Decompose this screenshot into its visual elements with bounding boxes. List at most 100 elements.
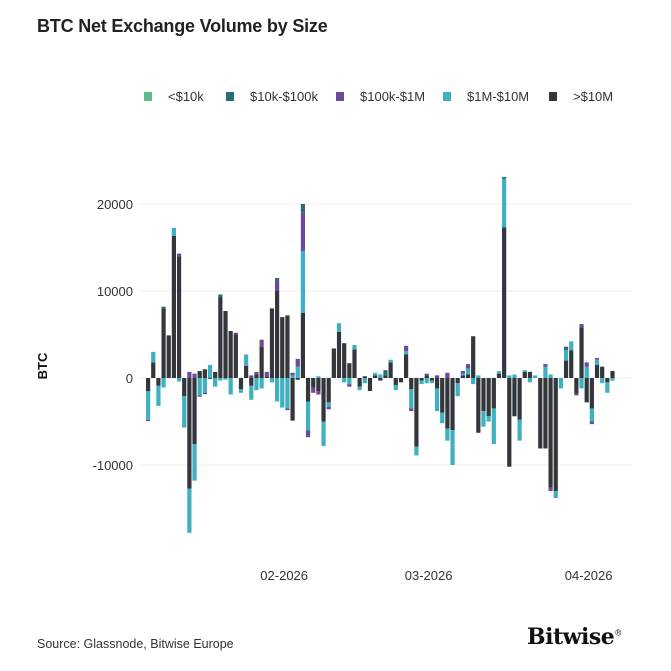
bar-segment-$100k-$1M	[409, 408, 414, 412]
bar-segment->$10M	[259, 346, 264, 378]
bar-segment->$10M	[218, 297, 223, 378]
legend-item-lt10k: <$10k	[144, 89, 204, 104]
bar-segment-$100k-$1M	[424, 373, 429, 376]
bar-segment-$1M-$10M	[548, 374, 553, 378]
bar-segment-$1M-$10M	[388, 359, 393, 363]
bar-segment->$10M	[182, 378, 187, 397]
legend-swatch	[226, 92, 234, 101]
bar-segment-$1M-$10M	[496, 371, 502, 374]
bar-segment-$1M-$10M	[238, 389, 244, 393]
bitwise-logo: Bitwise®	[527, 624, 622, 650]
bar-segment-$1M-$10M	[305, 401, 311, 431]
bar-segment->$10M	[305, 378, 311, 402]
bar-segment->$10M	[187, 378, 192, 489]
bar-segment->$10M	[574, 378, 579, 394]
bar-segment-$1M-$10M	[517, 419, 522, 441]
bar-segment-$1M-$10M	[465, 368, 471, 375]
bar-segment->$10M	[569, 350, 574, 378]
legend-item-1m-10m: $1M-$10M	[443, 89, 529, 104]
bar-segment->$10M	[404, 354, 409, 378]
bar-segment->$10M	[192, 378, 197, 445]
bar-segment->$10M	[295, 378, 300, 380]
bar-segment-$100k-$1M	[290, 372, 295, 376]
bar-segment->$10M	[512, 378, 517, 417]
y-tick-label: -10000	[93, 458, 133, 473]
bar-segment-$1M-$10M	[316, 376, 321, 378]
bar-segment-$100k-$1M	[543, 364, 548, 367]
bar-segment->$10M	[176, 256, 182, 378]
bar-segment->$10M	[507, 378, 512, 467]
bar-segment-$100k-$1M	[347, 384, 352, 387]
bar-segment-$1M-$10M	[156, 385, 161, 406]
bar-segment->$10M	[280, 317, 285, 378]
bar-segment-$1M-$10M	[300, 250, 305, 313]
legend-label: >$10M	[573, 89, 614, 104]
bar-segment-$100k-$1M	[305, 430, 311, 436]
y-axis-label: BTC	[35, 352, 50, 379]
bar-segment-$1M-$10M	[347, 378, 352, 385]
bar-segment->$10M	[481, 378, 486, 412]
bar-segment->$10M	[440, 378, 445, 413]
bar-segment-$100k-$1M	[589, 421, 594, 425]
bar-segment->$10M	[362, 376, 367, 378]
bar-segment-$100k-$1M	[233, 332, 238, 335]
bar-segment->$10M	[594, 364, 600, 378]
bar-segment->$10M	[207, 378, 213, 379]
bar-segment->$10M	[156, 378, 161, 386]
bar-segment-$1M-$10M	[445, 428, 450, 441]
bar-segment-$1M-$10M	[419, 380, 424, 385]
bar-segment-$100k-$1M	[295, 358, 300, 367]
bar-segment->$10M	[584, 378, 589, 403]
bar-segment-$1M-$10M	[393, 384, 398, 391]
bar-segment->$10M	[352, 349, 357, 378]
bar-segment-$100k-$1M	[445, 372, 450, 378]
bar-segment-$1M-$10M	[336, 323, 342, 332]
bar-segment-$10k-$100k	[563, 346, 569, 351]
legend-label: $100k-$1M	[360, 89, 426, 104]
bar-segment->$10M	[471, 336, 476, 378]
bar-segment->$10M	[326, 378, 331, 403]
bar-segment->$10M	[538, 378, 543, 449]
bar-segment-$100k-$1M	[176, 253, 182, 257]
bar-segment-$1M-$10M	[584, 366, 589, 378]
bar-segment->$10M	[331, 348, 336, 378]
chart-title: BTC Net Exchange Volume by Size	[37, 16, 328, 36]
bar-segment-$100k-$1M	[197, 395, 202, 397]
bar-segment-$100k-$1M	[249, 375, 254, 378]
bar-segment-$1M-$10M	[486, 416, 491, 422]
bar-segment-$100k-$1M	[326, 406, 331, 410]
bar-segment->$10M	[460, 375, 465, 378]
bar-segment->$10M	[610, 371, 615, 378]
bar-segment->$10M	[476, 378, 481, 433]
bar-segment-$100k-$1M	[285, 408, 290, 411]
bar-segment-$1M-$10M	[481, 411, 486, 427]
bar-segment->$10M	[342, 343, 347, 378]
bar-segment->$10M	[357, 378, 362, 387]
bar-segment-$10k-$100k	[275, 277, 280, 281]
bar-segment->$10M	[367, 378, 373, 392]
bar-segment-$1M-$10M	[558, 378, 563, 389]
bar-segment->$10M	[429, 378, 434, 381]
bar-segment-$1M-$10M	[254, 378, 259, 391]
bar-segment->$10M	[151, 362, 156, 378]
bar-segment-$10k-$100k	[300, 204, 305, 213]
bar-segment-$1M-$10M	[182, 396, 187, 428]
bar-segment-$1M-$10M	[249, 385, 254, 400]
bar-segment->$10M	[311, 378, 316, 388]
bar-segment->$10M	[275, 291, 280, 378]
bar-segment-$1M-$10M	[460, 373, 465, 376]
bar-segment->$10M	[373, 375, 378, 378]
bar-segment->$10M	[522, 371, 527, 378]
bar-segment-$100k-$1M	[548, 487, 553, 492]
bar-segment->$10M	[316, 378, 321, 392]
bar-segment->$10M	[486, 378, 491, 417]
bar-segment-$100k-$1M	[594, 357, 600, 360]
bar-segment-$1M-$10M	[440, 412, 445, 424]
bar-segment->$10M	[228, 331, 233, 378]
bar-segment->$10M	[517, 378, 522, 420]
bar-segment-$100k-$1M	[584, 362, 589, 367]
bar-segment-$1M-$10M	[533, 375, 538, 378]
bar-segment->$10M	[146, 378, 151, 392]
bar-segment->$10M	[300, 312, 305, 378]
